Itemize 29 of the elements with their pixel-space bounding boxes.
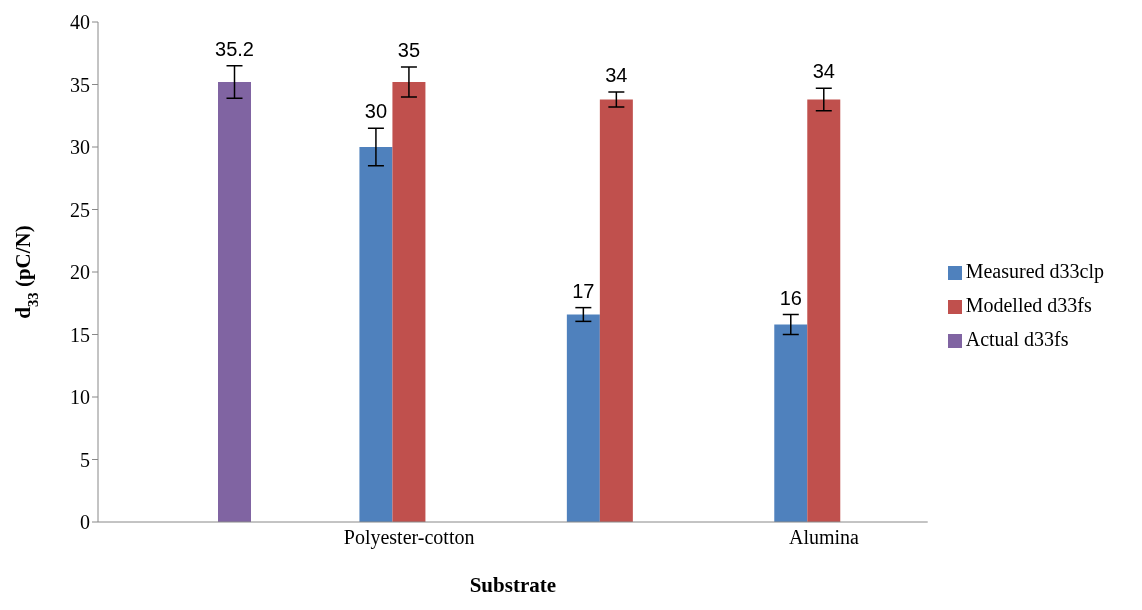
data-label: 34 xyxy=(812,60,835,83)
y-tick-label: 35 xyxy=(70,73,90,96)
y-tick-label: 10 xyxy=(70,386,90,409)
x-tick-label: Polyester-cotton xyxy=(343,526,475,550)
y-tick-label: 5 xyxy=(80,448,90,471)
bar xyxy=(599,99,633,522)
data-label: 34 xyxy=(605,64,628,86)
y-tick-label: 40 xyxy=(70,11,90,34)
data-label: 17 xyxy=(572,279,595,302)
data-label: 16 xyxy=(779,286,802,309)
x-axis-title: Substrate xyxy=(469,573,557,597)
bar xyxy=(218,82,251,522)
bar xyxy=(774,324,808,522)
y-tick-label: 15 xyxy=(70,323,90,346)
legend-label: Modelled d33fs xyxy=(965,294,1092,316)
y-tick-label: 20 xyxy=(70,261,90,284)
y-tick-label: 30 xyxy=(70,136,90,159)
legend-label: Actual d33fs xyxy=(965,328,1069,350)
x-tick-label: Alumina xyxy=(788,526,860,549)
y-tick-label: 25 xyxy=(70,198,90,221)
bar xyxy=(359,147,393,522)
legend-label: Measured d33clp xyxy=(965,260,1104,282)
bar xyxy=(807,99,841,522)
bar xyxy=(392,82,426,522)
data-label: 30 xyxy=(364,100,388,123)
data-label: 35.2 xyxy=(215,37,254,60)
data-label: 35 xyxy=(397,39,421,61)
y-tick-label: 0 xyxy=(80,511,90,534)
bar xyxy=(566,314,600,522)
